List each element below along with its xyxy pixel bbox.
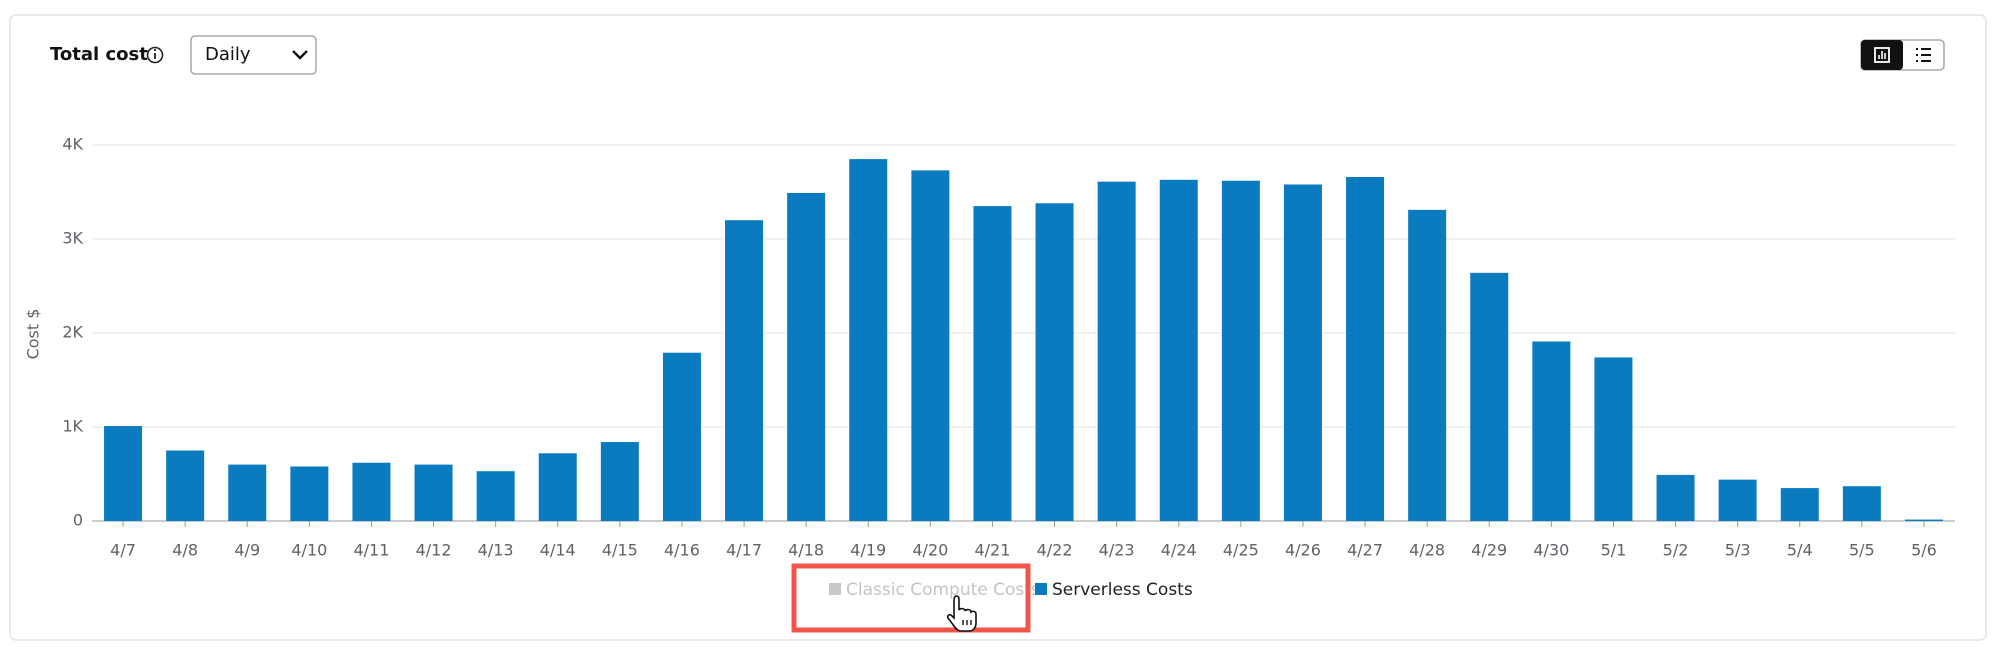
legend: Classic Compute Costs Serverless Costs	[829, 580, 1193, 600]
y-tick-label: 0	[73, 511, 83, 530]
bar	[787, 192, 826, 521]
x-tick-label: 4/12	[416, 541, 452, 560]
x-tick-label: 4/7	[110, 541, 136, 560]
x-tick-label: 4/19	[850, 541, 886, 560]
legend-label: Classic Compute Costs	[846, 580, 1040, 600]
x-tick-label: 5/5	[1849, 541, 1875, 560]
highlight-box	[791, 563, 1031, 633]
x-tick-label: 5/6	[1911, 541, 1937, 560]
x-tick-label: 4/30	[1533, 541, 1569, 560]
x-tick-label: 4/29	[1471, 541, 1507, 560]
legend-item[interactable]: Serverless Costs	[1035, 580, 1193, 600]
x-tick-label: 4/22	[1037, 541, 1073, 560]
y-tick-label: 4K	[62, 135, 83, 154]
x-tick-label: 4/18	[788, 541, 824, 560]
dropdown-value: Daily	[205, 44, 251, 65]
x-tick-label: 4/28	[1409, 541, 1445, 560]
hand-cursor	[946, 595, 977, 632]
bar	[1346, 176, 1385, 521]
x-tick-label: 4/23	[1099, 541, 1135, 560]
x-tick-label: 4/17	[726, 541, 762, 560]
bar	[1532, 341, 1571, 521]
bar	[1656, 474, 1695, 521]
y-tick-label: 2K	[62, 323, 83, 342]
bar	[414, 464, 453, 521]
x-tick-label: 4/15	[602, 541, 638, 560]
bar	[662, 352, 701, 521]
bar	[476, 471, 515, 521]
x-tick-label: 5/4	[1787, 541, 1813, 560]
x-tick-label: 4/20	[912, 541, 948, 560]
bar	[104, 426, 143, 521]
x-tick-label: 4/21	[974, 541, 1010, 560]
view-toggle	[1860, 39, 1945, 71]
x-tick-label: 4/8	[172, 541, 198, 560]
y-axis-label: Cost $	[24, 309, 43, 360]
bar	[1097, 181, 1136, 521]
list-view-button[interactable]	[1905, 42, 1942, 68]
y-tick-label: 3K	[62, 229, 83, 248]
legend-label: Serverless Costs	[1052, 580, 1193, 600]
bar	[1594, 357, 1633, 521]
bar	[1159, 179, 1198, 521]
bar	[1035, 203, 1074, 521]
legend-item[interactable]: Classic Compute Costs	[829, 580, 1040, 600]
bar	[166, 450, 205, 521]
bar	[600, 442, 639, 521]
bar	[352, 462, 391, 521]
x-tick-label: 4/10	[291, 541, 327, 560]
bar	[911, 170, 950, 521]
info-icon[interactable]	[146, 46, 164, 64]
bar	[538, 453, 577, 521]
bar	[1718, 479, 1757, 521]
bar	[725, 220, 764, 521]
x-tick-label: 4/11	[353, 541, 389, 560]
bar	[1221, 180, 1260, 521]
x-tick-label: 4/26	[1285, 541, 1321, 560]
legend-swatch	[1035, 583, 1047, 595]
x-tick-label: 5/2	[1663, 541, 1689, 560]
bar	[1780, 488, 1819, 521]
period-dropdown[interactable]: Daily	[190, 35, 317, 75]
x-tick-label: 4/27	[1347, 541, 1383, 560]
x-tick-label: 4/24	[1161, 541, 1197, 560]
x-tick-label: 4/16	[664, 541, 700, 560]
x-tick-label: 4/13	[478, 541, 514, 560]
x-tick-label: 4/25	[1223, 541, 1259, 560]
x-tick-label: 5/1	[1601, 541, 1627, 560]
x-tick-label: 4/9	[234, 541, 260, 560]
bar	[1470, 272, 1509, 521]
y-tick-label: 1K	[62, 417, 83, 436]
bar	[1904, 519, 1943, 521]
bar	[228, 464, 267, 521]
bar	[973, 206, 1012, 521]
bar	[290, 466, 329, 521]
x-tick-label: 4/14	[540, 541, 576, 560]
panel-title: Total cost	[50, 44, 148, 65]
bar	[1842, 486, 1881, 521]
bar	[849, 159, 888, 521]
legend-swatch	[829, 583, 841, 595]
plot: 0 1K 2K 3K 4K 4/7 4/8 4/9 4/10 4/11 4/12 4/13 4/14 4/…	[62, 135, 1955, 560]
bar	[1283, 184, 1322, 522]
x-tick-label: 5/3	[1725, 541, 1751, 560]
bar	[1408, 209, 1447, 522]
